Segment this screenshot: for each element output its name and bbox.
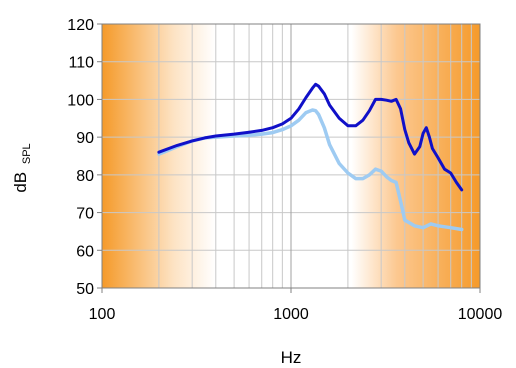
y-axis-label-group: dB SPL bbox=[11, 143, 33, 192]
x-tick-label: 100 bbox=[89, 306, 116, 323]
y-tick-label: 120 bbox=[67, 17, 94, 34]
y-tick-label: 80 bbox=[76, 168, 94, 185]
y-tick-label: 60 bbox=[76, 243, 94, 260]
svg-text:dB SPL: dB SPL bbox=[11, 143, 33, 192]
grid bbox=[102, 23, 480, 289]
series-line-light-blue bbox=[157, 108, 464, 232]
y-tick-label: 110 bbox=[68, 55, 94, 72]
x-tick-label: 1000 bbox=[273, 306, 309, 323]
x-axis-label: Hz bbox=[281, 348, 302, 367]
x-tick-label: 10000 bbox=[458, 306, 503, 323]
y-tick-label: 90 bbox=[76, 130, 94, 147]
y-tick-label: 70 bbox=[76, 206, 94, 223]
y-tick-label: 50 bbox=[76, 281, 94, 298]
y-axis-label-subscript: SPL bbox=[21, 143, 33, 164]
y-axis-label: dB bbox=[11, 172, 30, 193]
series-layer bbox=[157, 82, 464, 232]
y-tick-label: 100 bbox=[67, 92, 94, 109]
tick-layer: 50 60 70 80 90 100 110 120 100 1000 10000 bbox=[67, 17, 502, 323]
series-line-dark-blue bbox=[157, 82, 464, 192]
